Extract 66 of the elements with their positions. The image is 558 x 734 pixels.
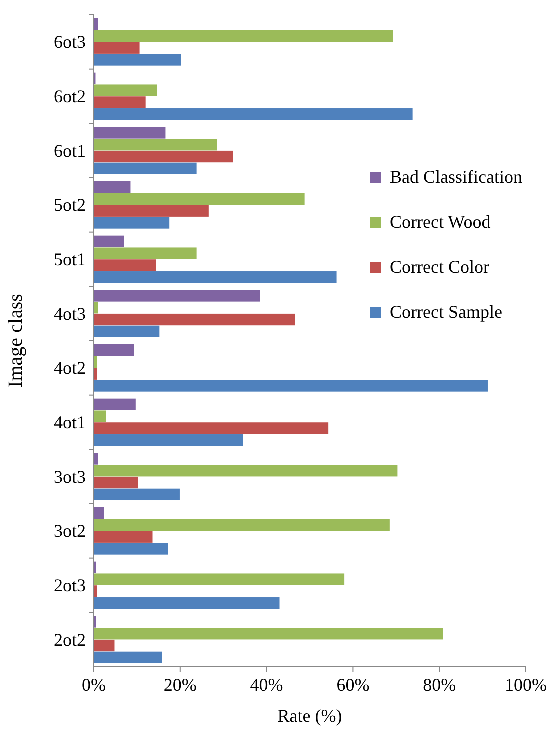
y-tick-label: 2ot3 bbox=[54, 576, 86, 596]
y-tick-label: 4ot3 bbox=[54, 304, 86, 324]
x-tick-label: 60% bbox=[336, 675, 370, 695]
bar bbox=[94, 314, 296, 326]
y-tick-label: 4ot1 bbox=[54, 412, 86, 432]
legend-label: Correct Color bbox=[390, 257, 490, 277]
bar bbox=[94, 380, 488, 392]
legend-label: Correct Sample bbox=[390, 302, 502, 322]
bar bbox=[94, 162, 197, 174]
bar bbox=[94, 453, 98, 465]
y-tick-label: 5ot1 bbox=[54, 250, 86, 270]
bar bbox=[94, 96, 146, 108]
bar bbox=[94, 410, 106, 422]
bar bbox=[94, 519, 390, 532]
bar bbox=[94, 574, 345, 586]
bar bbox=[94, 139, 218, 151]
x-tick-label: 80% bbox=[423, 675, 456, 695]
x-tick-label: 40% bbox=[250, 675, 284, 695]
bar bbox=[94, 54, 182, 66]
bar bbox=[94, 217, 170, 229]
y-tick-label: 3ot2 bbox=[54, 521, 86, 542]
bar bbox=[94, 150, 234, 163]
legend-label: Bad Classification bbox=[390, 167, 522, 187]
bar bbox=[94, 434, 244, 446]
bar bbox=[94, 598, 280, 610]
bar bbox=[94, 344, 134, 356]
x-tick-label: 100% bbox=[505, 675, 547, 695]
bar bbox=[94, 628, 444, 640]
y-tick-label: 6ot2 bbox=[54, 86, 86, 106]
bar bbox=[94, 30, 394, 42]
bar bbox=[94, 248, 197, 260]
y-tick-label: 6ot3 bbox=[54, 32, 86, 52]
bar bbox=[94, 272, 337, 284]
bar bbox=[94, 108, 413, 120]
y-tick-label: 6ot1 bbox=[54, 140, 86, 161]
bar bbox=[94, 476, 138, 489]
bar bbox=[94, 531, 153, 543]
bar bbox=[94, 652, 162, 664]
y-axis-title: Image class bbox=[5, 294, 27, 388]
bar bbox=[94, 422, 329, 434]
y-tick-label: 2ot2 bbox=[54, 630, 86, 650]
bar bbox=[94, 193, 305, 206]
bar bbox=[94, 205, 209, 217]
bar bbox=[94, 236, 124, 248]
bar bbox=[94, 398, 136, 410]
bar bbox=[94, 18, 98, 30]
bar bbox=[94, 302, 98, 314]
y-tick-label: 3ot3 bbox=[54, 466, 86, 487]
bar bbox=[94, 42, 140, 54]
bar bbox=[94, 260, 156, 272]
bar bbox=[94, 488, 180, 500]
y-tick-label: 5ot2 bbox=[54, 195, 86, 216]
bar bbox=[94, 508, 104, 520]
legend-label: Correct Wood bbox=[390, 212, 491, 232]
bar bbox=[94, 326, 160, 338]
bar bbox=[94, 290, 260, 302]
y-tick-label: 4ot2 bbox=[54, 358, 86, 378]
x-tick-label: 20% bbox=[164, 675, 197, 695]
bar bbox=[94, 127, 166, 139]
bar bbox=[94, 182, 131, 194]
bar bbox=[94, 543, 168, 555]
bar bbox=[94, 640, 115, 652]
bar bbox=[94, 465, 398, 477]
x-axis-title: Rate (%) bbox=[278, 706, 342, 726]
x-tick-label: 0% bbox=[82, 675, 106, 695]
bar bbox=[94, 84, 158, 96]
